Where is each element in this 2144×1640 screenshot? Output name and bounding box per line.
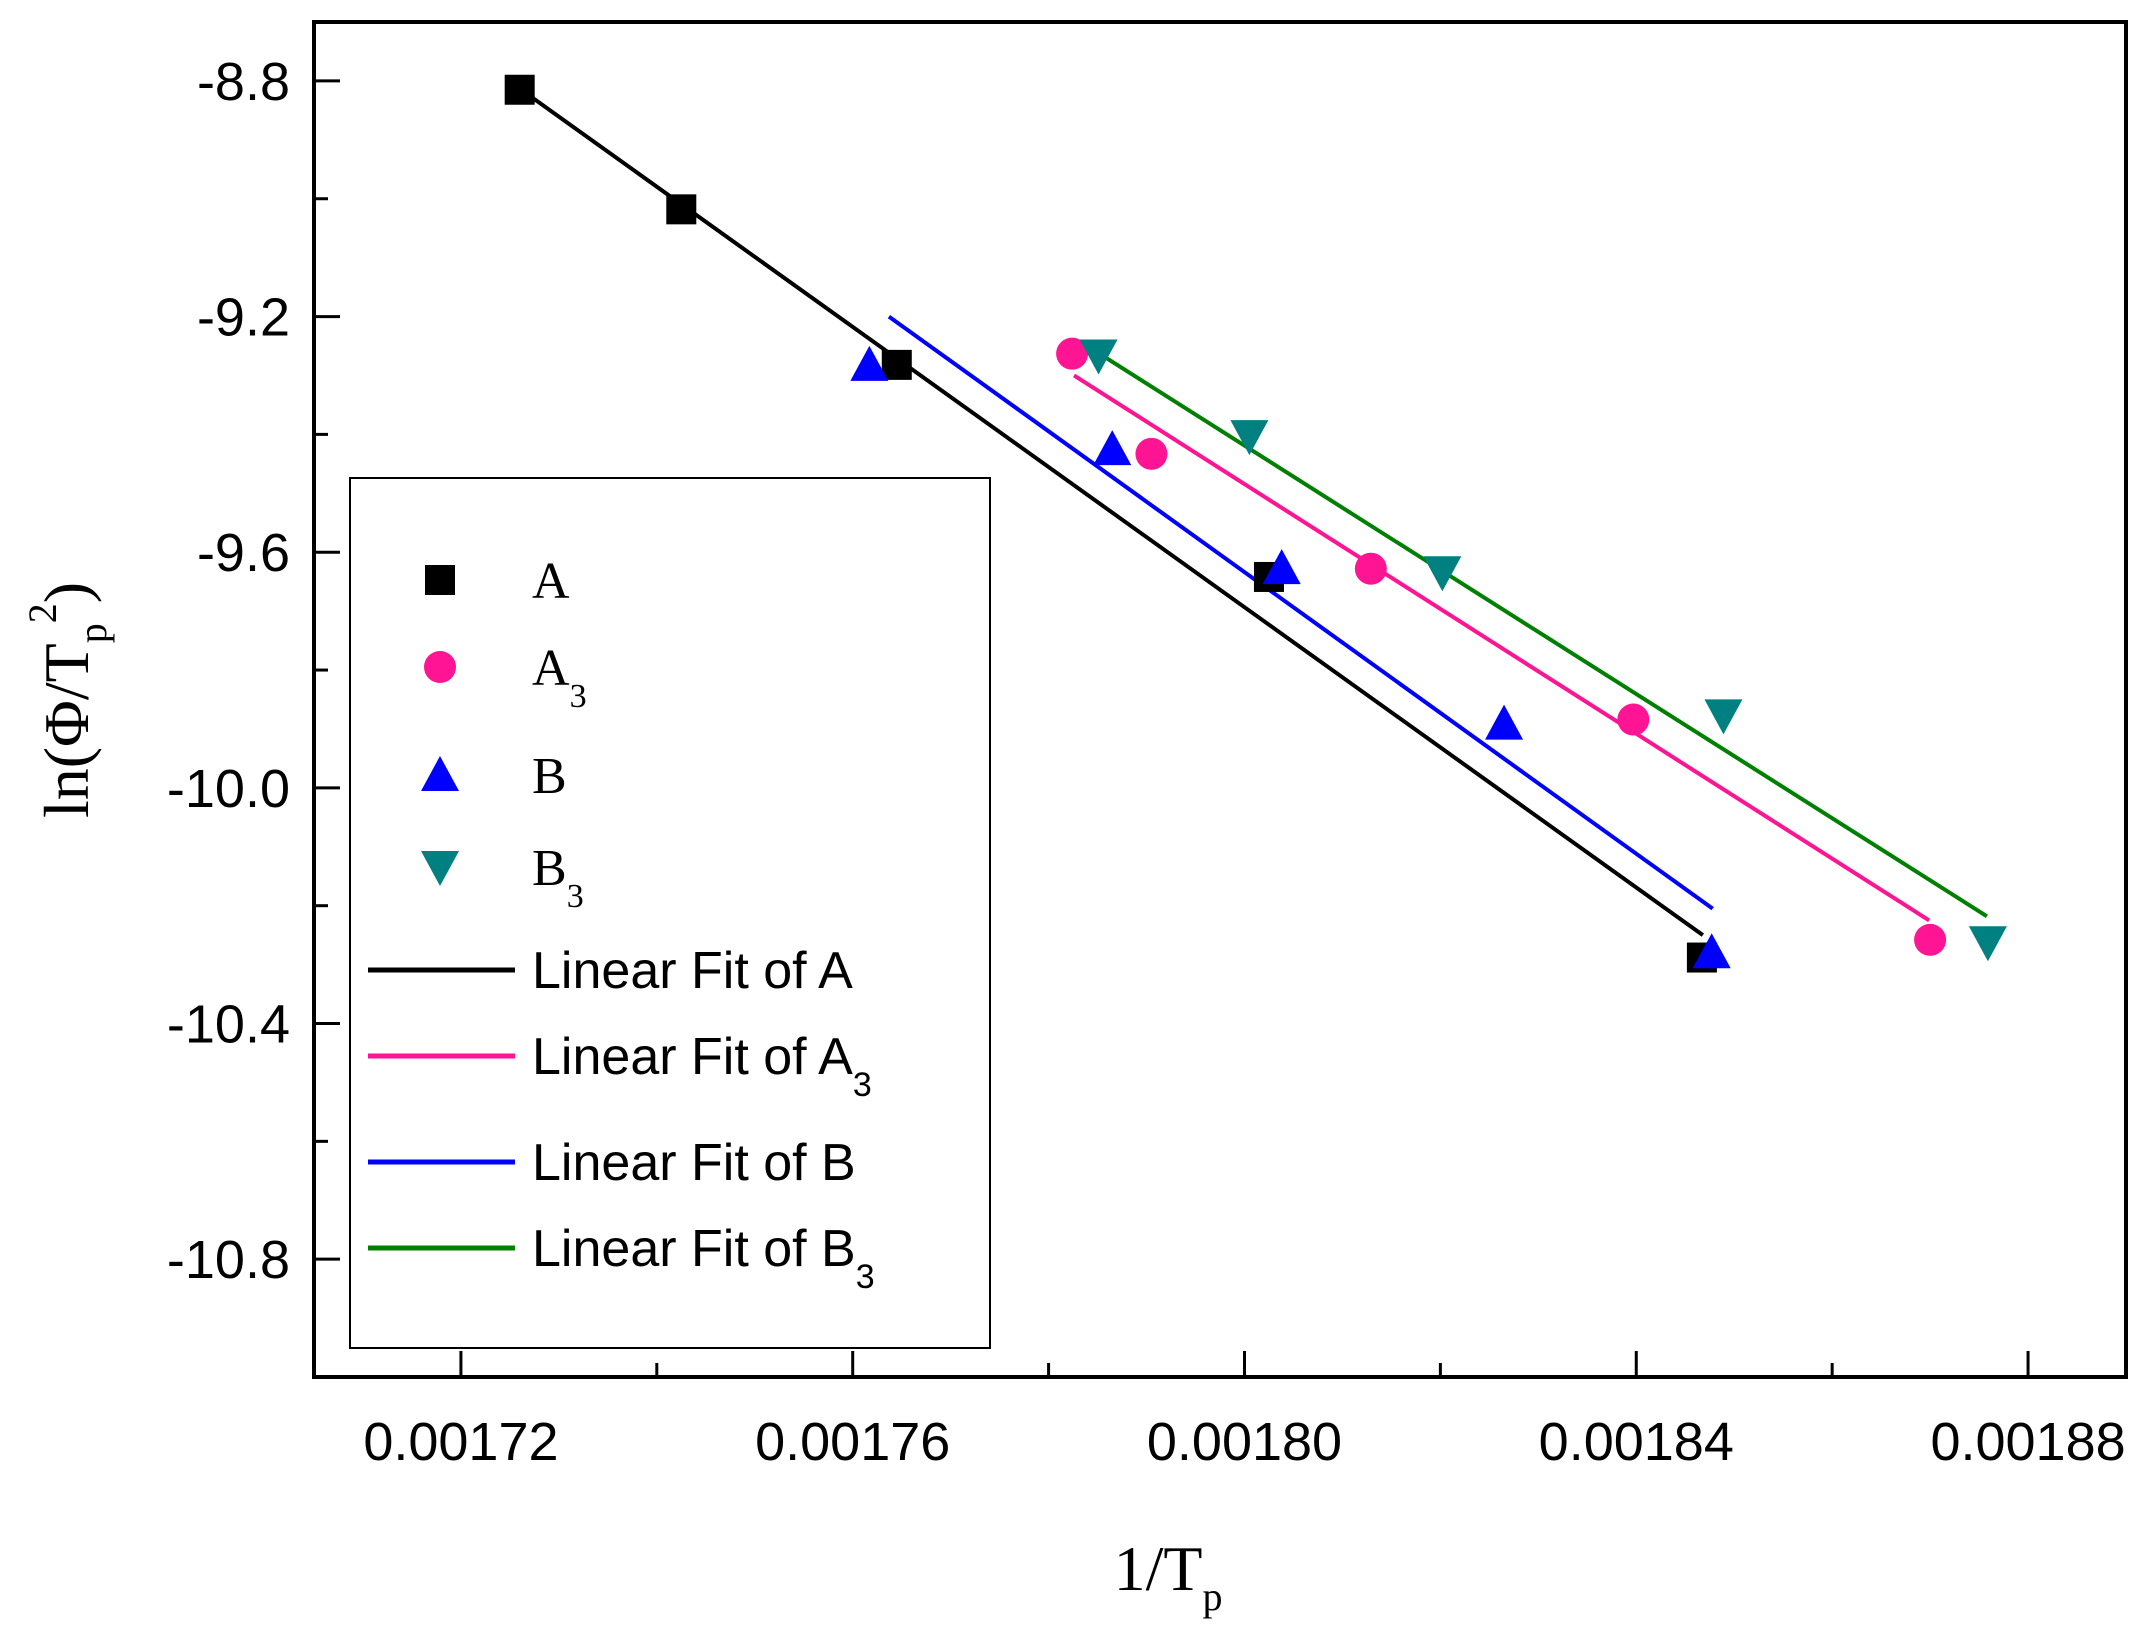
data-point [1093,430,1132,466]
data-point [1230,420,1269,456]
data-point [1056,337,1089,370]
y-tick-label: -9.2 [197,288,290,348]
legend-label: A3 [532,640,587,715]
legend-symbol [421,756,459,791]
data-point [1704,699,1743,735]
y-axis-title: ln(Φ/Tp2) [20,582,115,818]
x-tick-label: 0.00176 [755,1412,950,1472]
fit-line [1072,373,1931,923]
x-tick-label: 0.00172 [363,1412,558,1472]
data-point [1079,339,1118,375]
data-point [1423,556,1462,592]
data-point [1914,923,1947,956]
x-tick-labels: 0.00172 0.00176 0.00180 0.00184 0.00188 [363,1412,2125,1472]
y-tick-labels: -8.8 -9.2 -9.6 -10.0 -10.4 -10.8 [167,52,290,1290]
data-point [504,74,535,105]
plot-frame [312,20,2128,1379]
y-tick-label: -10.0 [167,759,290,819]
axis-ticks-layer [314,79,2030,1377]
legend-label: Linear Fit of B3 [532,1220,875,1296]
data-point [1354,552,1387,585]
legend-box [349,477,991,1349]
legend-symbol [421,851,459,886]
legend-label: B3 [532,840,584,915]
x-tick-label: 0.00180 [1147,1412,1342,1472]
data-point [1692,933,1731,969]
legend-label: Linear Fit of A [532,942,853,1000]
data-point [1617,703,1650,736]
y-tick-label: -10.8 [167,1230,290,1290]
data-point [1135,437,1168,470]
legend-label: Linear Fit of A3 [532,1028,872,1104]
data-points-layer [504,74,2007,973]
fit-line [528,94,1705,937]
y-tick-label: -8.8 [197,52,290,112]
legend-items: A A3 B B3 Linear Fit of A Linear Fit of A3 Lin… [368,553,875,1296]
y-tick-label: -10.4 [167,995,290,1055]
legend-label: Linear Fit of B [532,1134,856,1192]
y-tick-label: -9.6 [197,523,290,583]
data-point [1968,926,2007,962]
legend-label: A [532,553,570,610]
fit-line [1097,351,1988,918]
data-point [666,194,697,225]
legend: A A3 B B3 Linear Fit of A Linear Fit of A3 Lin… [349,477,991,1349]
data-point [881,349,912,380]
data-point [1262,549,1301,585]
data-point [850,345,889,381]
legend-symbol [425,565,455,595]
x-axis-title: 1/Tp [1114,1533,1223,1619]
x-tick-label: 0.00188 [1930,1412,2125,1472]
fit-line [887,314,1714,911]
x-tick-label: 0.00184 [1539,1412,1734,1472]
legend-label: B [532,748,567,805]
legend-symbol [424,651,456,683]
data-point [1485,704,1524,740]
